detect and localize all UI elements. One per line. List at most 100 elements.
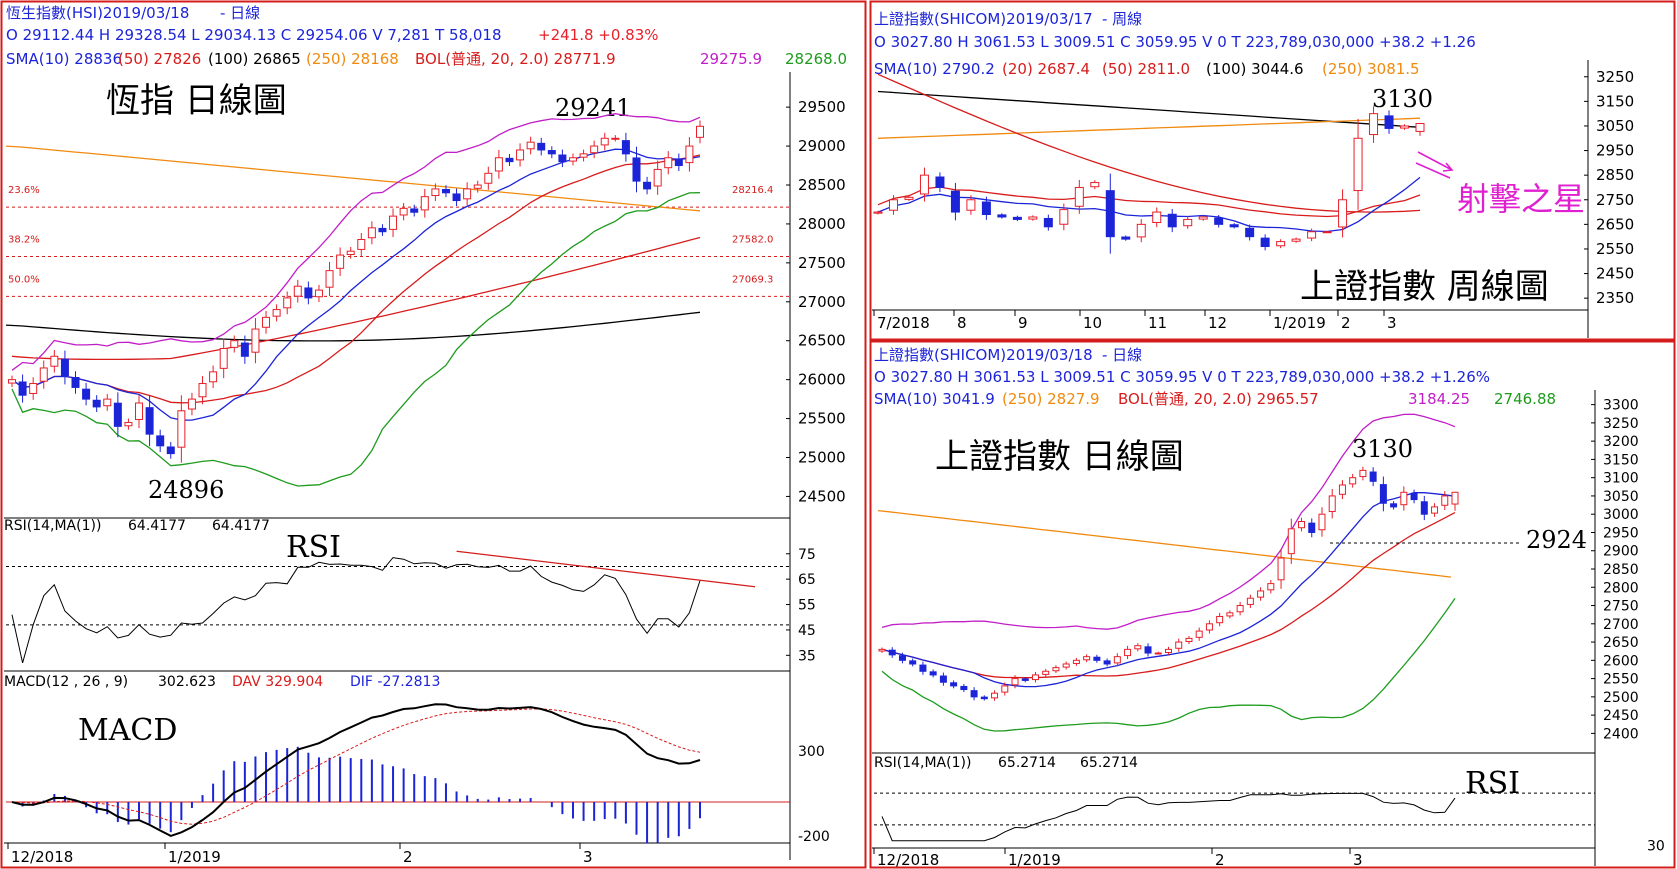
shw-panel: 上證指數(SHICOM)2019/03/17 - 周線 O 3027.80 H …	[872, 10, 1634, 338]
shw-xtick-label: 12	[1208, 314, 1227, 332]
hsi-candle	[653, 168, 662, 187]
hsi-candle	[367, 227, 376, 239]
shw-sma250-line	[877, 117, 1421, 139]
hsi-candle	[484, 172, 493, 184]
hsi-macd-line	[11, 703, 701, 837]
shw-sma10-line	[877, 176, 1421, 233]
hsi-rsi-label: RSI(14,MA(1))	[4, 518, 101, 534]
shw-price-tick-label: 2350	[1596, 289, 1634, 307]
hsi-fibonacci-levels: 23.6% 28216.4 38.2% 27582.0 50.0% 27069.3	[6, 185, 790, 297]
hsi-candle	[473, 184, 482, 189]
hsi-fib-pct-label: 38.2%	[8, 234, 40, 245]
shd-candle	[929, 671, 937, 676]
hsi-price-tick-label: 28500	[798, 176, 846, 194]
shw-candle	[1415, 123, 1425, 132]
hsi-rsi-tick-label: 65	[798, 572, 816, 588]
shd-candle	[1257, 590, 1265, 598]
shd-rsi-chart: 30	[874, 792, 1665, 854]
hsi-candle	[283, 297, 292, 309]
hsi-candle	[621, 140, 630, 155]
hsi-candle	[166, 446, 175, 455]
shd-rsi-v1: 65.2714	[998, 755, 1056, 771]
shw-candle	[1229, 224, 1239, 228]
hsi-candle	[399, 207, 408, 216]
hsi-candle	[198, 383, 207, 398]
hsi-candle	[547, 150, 556, 155]
shd-candle	[1103, 660, 1111, 665]
shw-star-arrow	[1415, 151, 1454, 179]
shd-annot-high: 3130	[1352, 435, 1413, 463]
shd-name: 上證指數(SHICOM)2019/03/18	[874, 346, 1093, 364]
shd-title: 上證指數 日線圖	[935, 437, 1184, 477]
shd-frame	[869, 340, 1676, 869]
shw-sma20-line	[877, 186, 1421, 218]
shd-candle	[1431, 506, 1439, 514]
hsi-candle	[304, 287, 313, 299]
shd-candle	[1062, 663, 1070, 668]
shd-price-tick-label: 2850	[1603, 562, 1639, 578]
shw-candle	[1136, 223, 1146, 238]
shd-period: - 日線	[1102, 346, 1142, 364]
hsi-candle	[18, 381, 27, 396]
shw-price-tick-label: 2650	[1596, 215, 1634, 233]
shd-rsi-tick-label: 30	[1647, 838, 1665, 854]
hsi-candle	[696, 125, 704, 138]
hsi-candle	[420, 196, 429, 211]
hsi-candle	[516, 149, 525, 161]
shd-price-tick-label: 2550	[1603, 672, 1639, 688]
hsi-candle	[272, 309, 281, 317]
shw-candle	[966, 199, 976, 211]
shd-candle	[1072, 659, 1080, 664]
shd-candle	[888, 649, 896, 656]
shd-sma10: SMA(10) 3041.9	[874, 390, 995, 408]
shd-candle	[970, 690, 978, 698]
shd-candle	[1113, 656, 1121, 664]
shd-candle	[1011, 678, 1019, 686]
hsi-macd-value: 302.623	[158, 674, 216, 690]
shd-candle	[1216, 615, 1224, 624]
hsi-annot-high: 29241	[555, 94, 631, 122]
hsi-annot-low: 24896	[148, 476, 224, 504]
shd-candle	[1093, 656, 1101, 661]
shd-candle	[1359, 469, 1367, 478]
shd-candle	[1298, 521, 1306, 529]
hsi-candle	[262, 316, 271, 328]
shd-price-tick-label: 2800	[1603, 580, 1639, 596]
shw-annot-star: 射擊之星	[1457, 180, 1585, 218]
hsi-price-tick-label: 24500	[798, 487, 846, 505]
shw-price-tick-label: 2850	[1596, 166, 1634, 184]
shw-xtick-label: 10	[1083, 314, 1102, 332]
shd-candle	[1226, 612, 1234, 617]
shw-candle	[935, 176, 945, 188]
shd-bol: BOL(普通, 20, 2.0) 2965.57	[1118, 390, 1319, 408]
hsi-xtick-label: 1/2019	[168, 848, 221, 866]
shw-candle	[1090, 182, 1100, 188]
shd-candle	[1420, 501, 1428, 515]
hsi-sma250-line	[5, 145, 701, 212]
hsi-candle	[505, 157, 514, 163]
shd-candle	[1451, 491, 1459, 505]
shd-price-tick-label: 2900	[1603, 544, 1639, 560]
hsi-bollinger-upper-line	[11, 113, 701, 371]
hsi-candle	[39, 367, 48, 382]
hsi-rsi-tick-label: 75	[798, 547, 816, 563]
shd-sma250: (250) 2827.9	[1002, 390, 1100, 408]
hsi-macd-dif: DIF -27.2813	[350, 674, 440, 690]
shd-bollinger-mid-line	[881, 512, 1456, 679]
shd-candle	[1277, 557, 1285, 581]
shd-price-tick-label: 3000	[1603, 507, 1639, 523]
shw-price-tick-label: 3050	[1596, 117, 1634, 135]
hsi-fib-pct-label: 50.0%	[8, 274, 40, 285]
shw-xtick-label: 2	[1341, 314, 1351, 332]
shd-candle	[1410, 492, 1418, 501]
shd-candle	[1369, 471, 1377, 482]
hsi-price-axis: 24500 25000 25500 26000 26500 27000 27500 28000…	[786, 98, 846, 505]
hsi-candle	[441, 188, 450, 194]
shd-panel: 上證指數(SHICOM)2019/03/18 - 日線 O 3027.80 H …	[872, 346, 1665, 869]
hsi-candle	[336, 254, 345, 269]
shw-candle	[1105, 190, 1115, 238]
shd-candle	[1001, 685, 1009, 693]
hsi-sma10-line	[11, 148, 701, 421]
shd-candle	[1246, 597, 1254, 605]
hsi-price-tick-label: 25000	[798, 449, 846, 467]
